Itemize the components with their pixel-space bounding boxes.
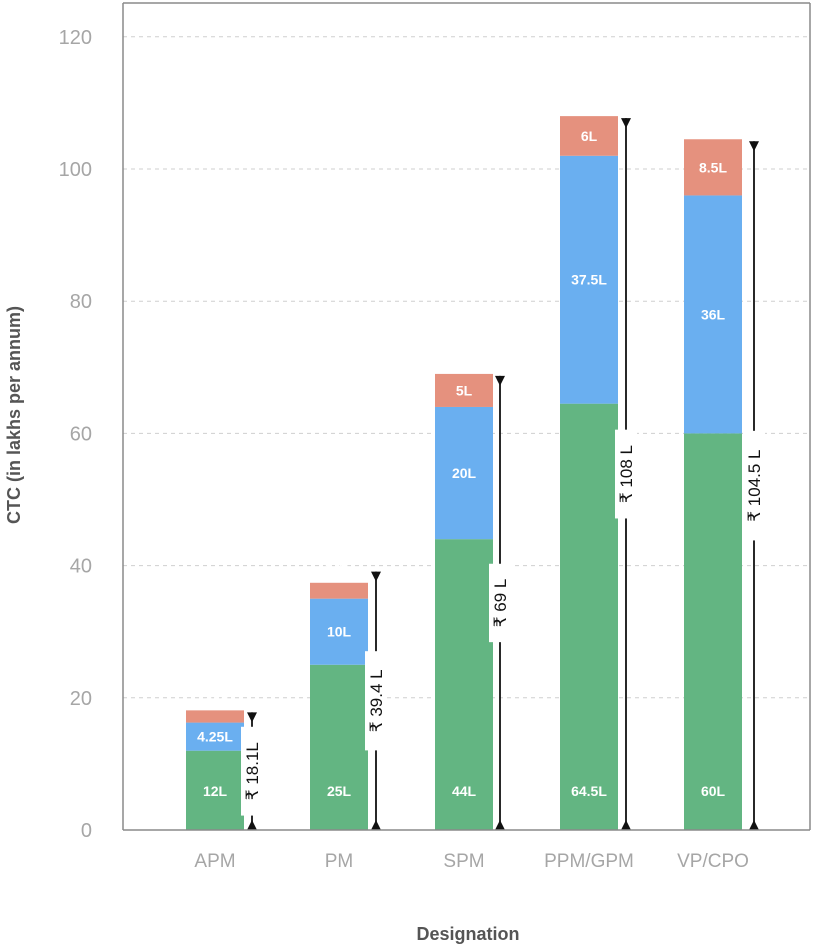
x-axis-ticks: APM PM SPM PPM/GPM VP/CPO	[194, 851, 749, 872]
total-label-gap	[489, 563, 511, 643]
segment-label: 36L	[701, 306, 726, 322]
total-label-gap	[743, 430, 765, 541]
bar-segment	[435, 373, 493, 407]
total-arrow-head-top	[749, 141, 759, 152]
total-label: ₹ 69 L	[491, 579, 510, 628]
y-axis-ticks: 0 20 40 60 80 100 120	[59, 27, 92, 842]
total-arrow-head-bottom	[247, 820, 257, 830]
total-arrow-head-top	[621, 118, 631, 129]
bar-segment	[684, 433, 742, 830]
bar-segment	[310, 598, 368, 665]
bar-segment	[435, 539, 493, 830]
total-arrow-head-top	[247, 712, 257, 723]
y-tick-label: 0	[81, 820, 92, 842]
segment-label: 44L	[452, 783, 477, 799]
segment-label: 12L	[203, 783, 228, 799]
y-tick-label: 20	[70, 688, 92, 710]
y-tick-label: 80	[70, 291, 92, 313]
segment-label: 2.4L	[325, 560, 353, 576]
segment-label: 8.5L	[699, 159, 727, 175]
bar-segment	[560, 403, 618, 830]
x-tick-label: SPM	[443, 851, 484, 872]
y-tick-label: 60	[70, 423, 92, 445]
total-arrow-head-bottom	[621, 820, 631, 830]
bars: 12L 4.25L 1.85L 25L 10L 2.4L 44L 20L 5L 64.5L 37.5…	[186, 116, 742, 830]
segment-label: 25L	[327, 783, 352, 799]
bar-segment	[186, 722, 244, 751]
total-arrow-head-top	[371, 571, 381, 582]
total-label: ₹ 18.1L	[243, 742, 262, 800]
x-tick-label: PPM/GPM	[544, 851, 634, 872]
total-arrow-head-bottom	[371, 820, 381, 830]
bar-segment	[684, 195, 742, 434]
total-arrow-head-top	[495, 375, 505, 386]
segment-label: 6L	[581, 128, 598, 144]
total-label: ₹ 108 L	[617, 445, 636, 503]
segment-label: 5L	[456, 382, 473, 398]
x-tick-label: APM	[194, 851, 235, 872]
x-tick-label: PM	[325, 851, 354, 872]
grid-lines	[123, 36, 810, 699]
x-axis-title: Designation	[416, 924, 519, 944]
y-axis-title: CTC (in lakhs per annum)	[4, 306, 24, 524]
total-arrow-head-bottom	[495, 820, 505, 830]
bar-segment	[310, 664, 368, 830]
bar-segment	[560, 155, 618, 404]
total-label-gap	[241, 726, 263, 816]
segment-label: 60L	[701, 783, 726, 799]
y-tick-label: 120	[59, 27, 92, 49]
total-label-gap	[365, 651, 387, 751]
bar-segment	[435, 406, 493, 540]
bar-segment	[186, 750, 244, 830]
segment-label: 10L	[327, 624, 352, 640]
y-tick-label: 40	[70, 556, 92, 578]
segment-label: 1.85L	[197, 687, 233, 703]
total-label: ₹ 104.5 L	[745, 449, 764, 521]
segment-label: 20L	[452, 465, 477, 481]
segment-label: 4.25L	[197, 729, 233, 745]
bar-segment	[560, 116, 618, 156]
bar-segment	[186, 710, 244, 723]
total-arrow-head-bottom	[749, 820, 759, 830]
y-tick-label: 100	[59, 159, 92, 181]
x-tick-label: VP/CPO	[677, 851, 749, 872]
segment-label: 64.5L	[571, 783, 607, 799]
total-arrows: ₹ 18.1L ₹ 39.4 L ₹ 69 L ₹ 108 L ₹ 104.5 L	[241, 118, 765, 830]
total-label: ₹ 39.4 L	[367, 669, 386, 732]
bar-segment	[684, 139, 742, 196]
total-label-gap	[615, 429, 637, 519]
segment-label: 37.5L	[571, 272, 607, 288]
bar-segment	[310, 582, 368, 599]
